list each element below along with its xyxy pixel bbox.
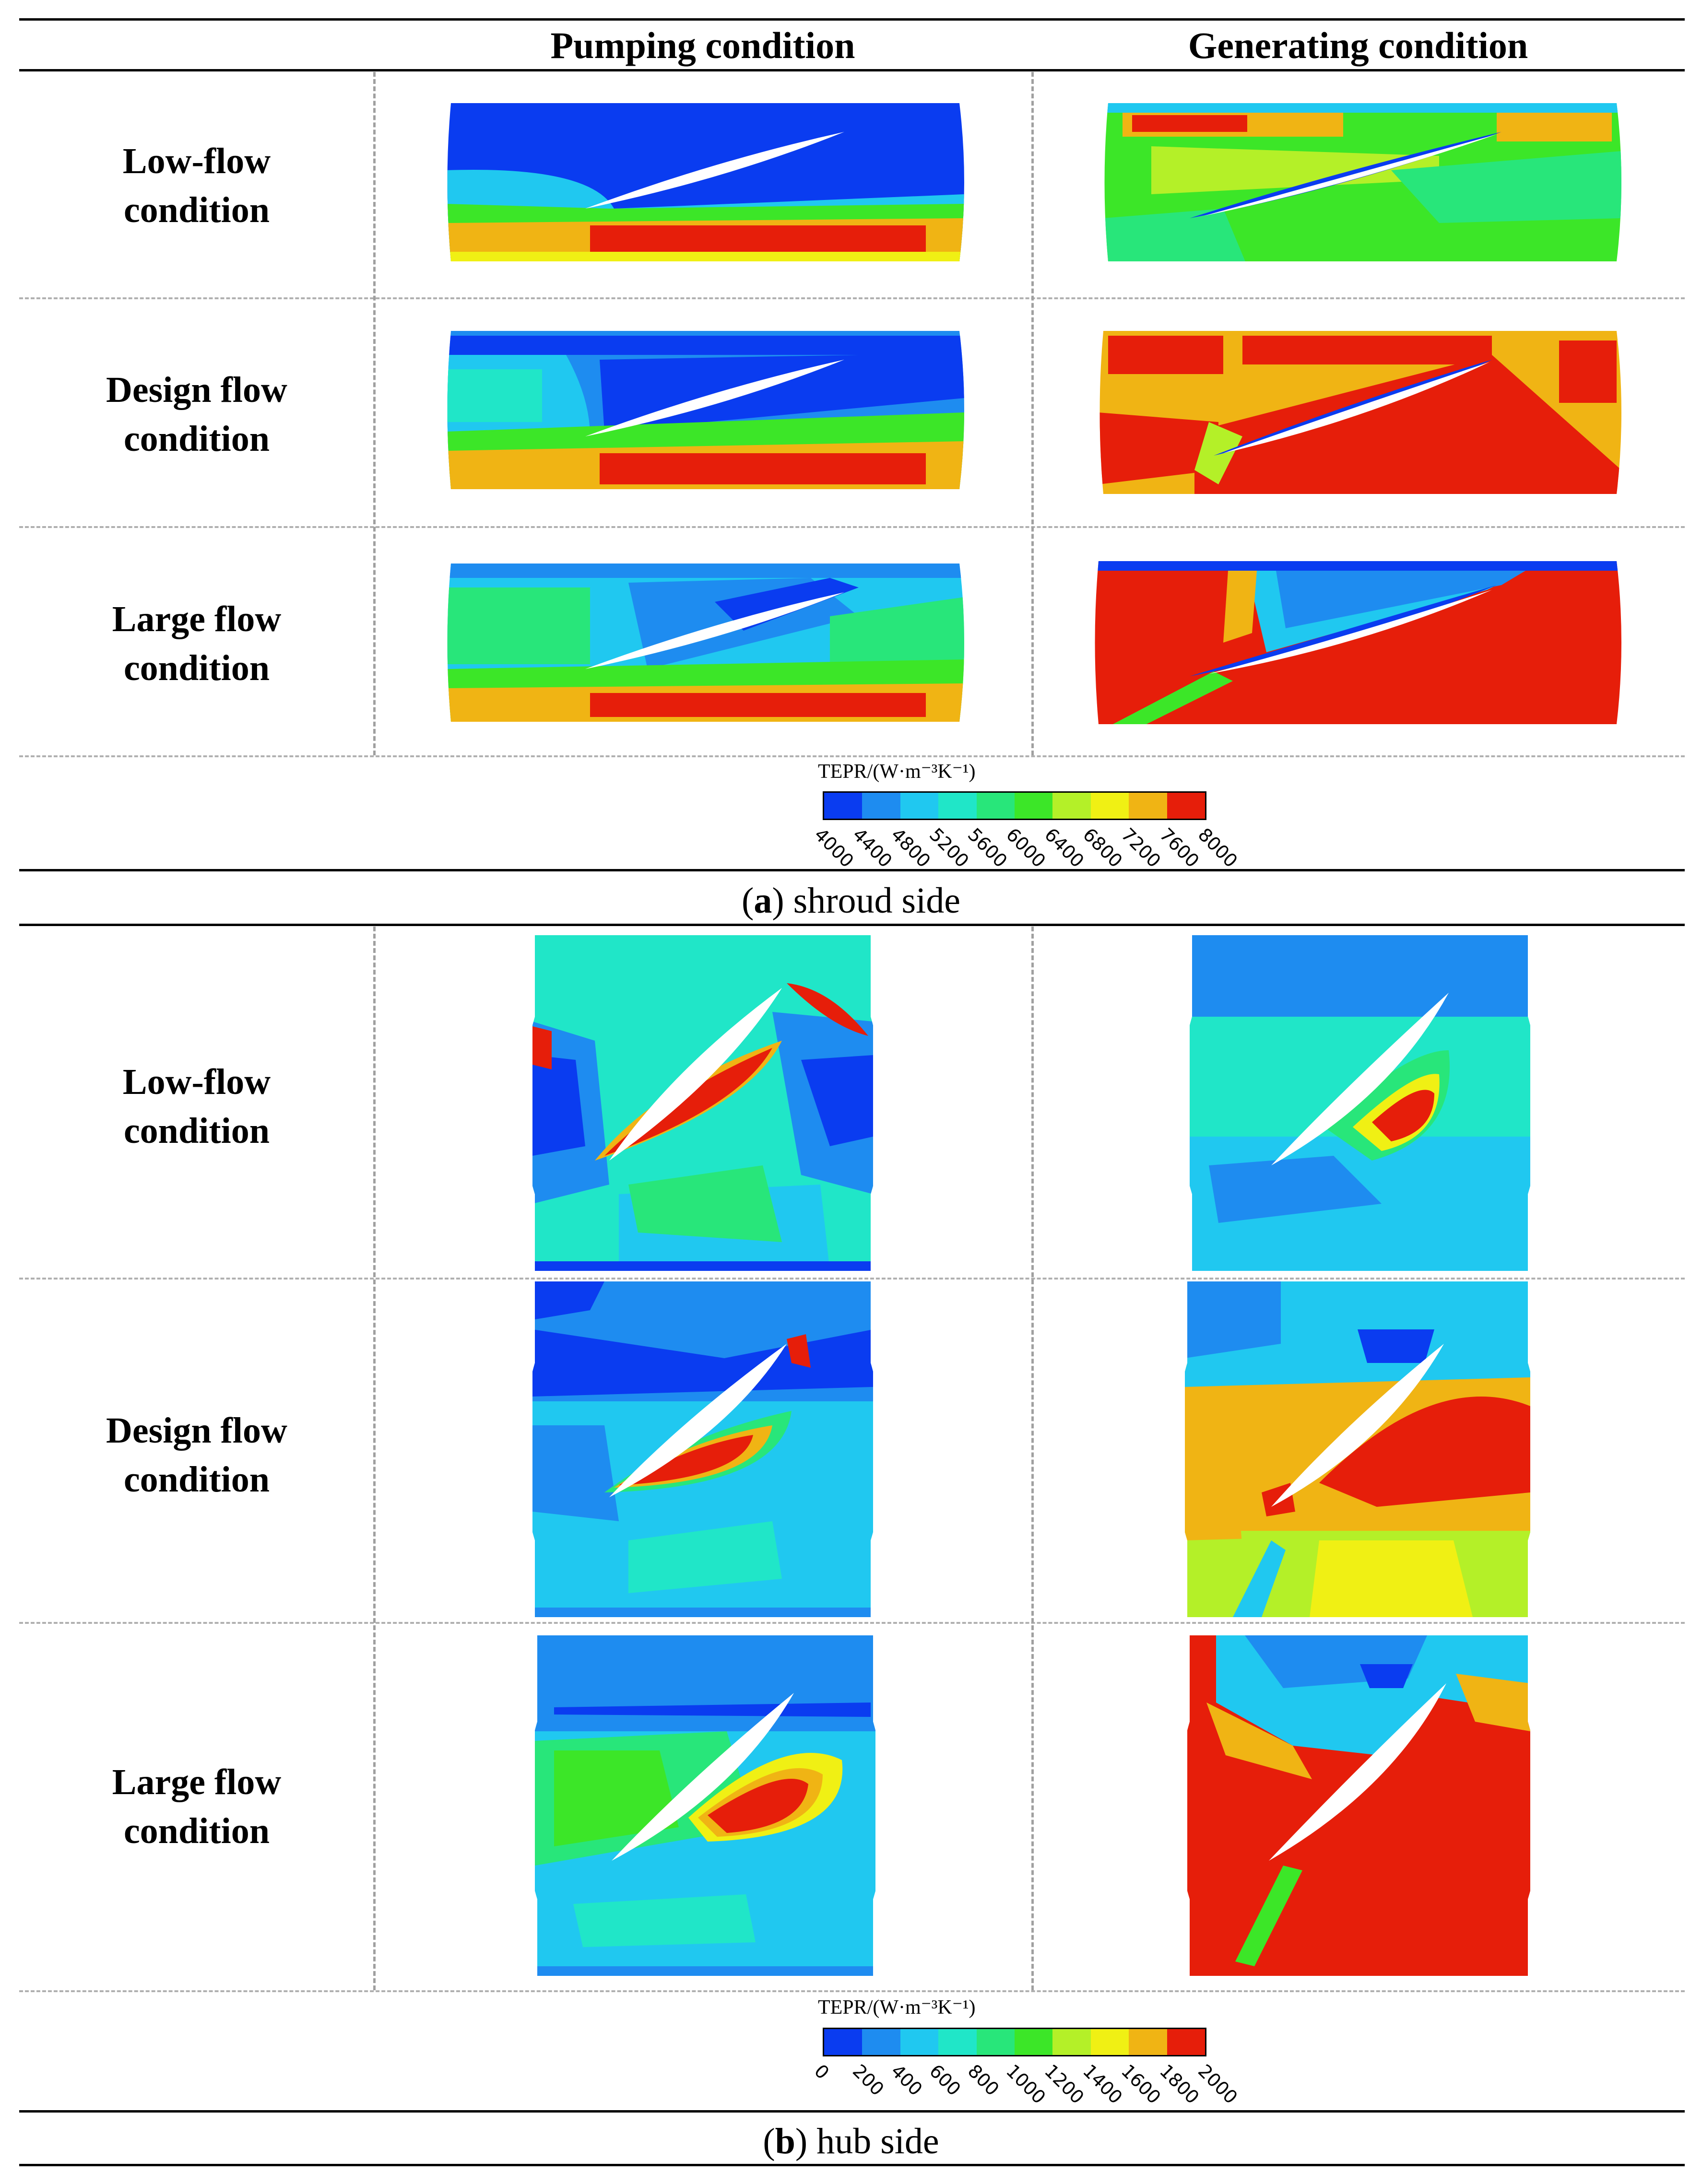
tick-label: 400: [886, 2060, 927, 2100]
colorbar-shroud: [823, 791, 1206, 820]
grid-line: [19, 526, 1685, 528]
section-b-top-rule: [19, 924, 1685, 926]
grid-line: [19, 1990, 1685, 1992]
contour-hub-generating-large: [1187, 1635, 1530, 1976]
tick-label: 8000: [1194, 824, 1242, 872]
section-a-bottom-rule: [19, 869, 1685, 871]
tick-label: 6800: [1078, 824, 1127, 872]
grid-line: [19, 1278, 1685, 1280]
grid-line: [373, 72, 376, 755]
tick-label: 1600: [1117, 2060, 1165, 2108]
tick-label: 6400: [1040, 824, 1088, 872]
row-label-low-flow: Low-flow condition: [122, 141, 271, 230]
contour-shroud-pumping-large: [447, 564, 964, 722]
grid-line: [19, 1622, 1685, 1624]
tick-label: 200: [848, 2060, 888, 2100]
contour-shroud-pumping-design: [447, 331, 964, 489]
contour-hub-pumping-design: [532, 1281, 873, 1617]
caption-shroud-side: (a) shroud side: [742, 881, 960, 921]
tick-label: 4800: [886, 824, 935, 872]
tick-label: 1200: [1040, 2060, 1088, 2108]
contour-shroud-generating-large: [1095, 561, 1621, 724]
tick-label: 4000: [810, 824, 858, 872]
header-bottom-rule: [19, 69, 1685, 71]
tick-label: 6000: [1002, 824, 1050, 872]
row-label-design-flow: Design flow condition: [106, 370, 287, 459]
grid-line: [19, 297, 1685, 299]
contour-hub-pumping-large: [535, 1635, 875, 1976]
caption-hub-side: (b) hub side: [763, 2121, 939, 2161]
grid-line: [19, 755, 1685, 757]
grid-line: [1031, 72, 1034, 755]
contour-hub-pumping-low: [532, 935, 873, 1271]
contour-shroud-generating-design: [1099, 331, 1621, 494]
tick-label: 800: [963, 2060, 1004, 2100]
contour-shroud-generating-low: [1104, 103, 1621, 261]
tick-label: 1800: [1155, 2060, 1204, 2108]
section-b-bottom-rule: [19, 2110, 1685, 2113]
tick-label: 0: [810, 2060, 834, 2084]
colorbar-title: TEPR/(W·m⁻³K⁻¹): [818, 1996, 976, 2019]
row-label-large-flow: Large flow condition: [112, 1762, 282, 1851]
tick-label: 1400: [1078, 2060, 1127, 2108]
tick-label: 1000: [1002, 2060, 1050, 2108]
colorbar-title: TEPR/(W·m⁻³K⁻¹): [818, 761, 976, 783]
tick-label: 7600: [1155, 824, 1204, 872]
contour-shroud-pumping-low: [447, 103, 964, 261]
table-bottom-rule: [19, 2164, 1685, 2166]
tick-label: 5200: [925, 824, 973, 872]
tick-label: 5600: [963, 824, 1012, 872]
row-label-design-flow: Design flow condition: [106, 1410, 287, 1500]
column-header-generating: Generating condition: [1188, 24, 1528, 66]
row-label-low-flow: Low-flow condition: [122, 1062, 271, 1151]
grid-line: [1031, 927, 1034, 1990]
grid-line: [373, 927, 376, 1990]
table-top-rule: [19, 18, 1685, 21]
tick-label: 4400: [848, 824, 897, 872]
contour-hub-generating-low: [1190, 935, 1530, 1271]
contour-hub-generating-design: [1185, 1281, 1530, 1617]
colorbar-hub: [823, 2028, 1206, 2056]
column-header-pumping: Pumping condition: [550, 24, 855, 66]
tick-label: 7200: [1117, 824, 1165, 872]
tick-label: 2000: [1194, 2060, 1242, 2108]
row-label-large-flow: Large flow condition: [112, 599, 282, 688]
tick-label: 600: [925, 2060, 965, 2100]
